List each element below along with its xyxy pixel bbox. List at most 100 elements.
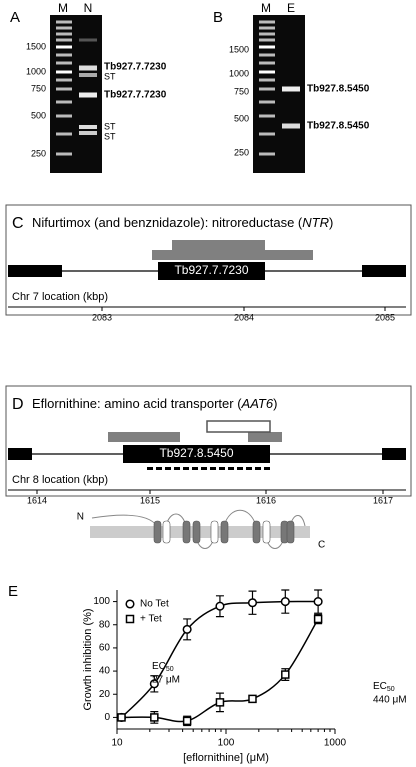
ladder-band — [259, 70, 275, 74]
ladder-band — [259, 152, 275, 156]
marker — [215, 698, 225, 707]
band-label: ST — [104, 131, 116, 141]
ladder-band — [259, 38, 275, 42]
ladder-band — [259, 53, 275, 57]
marker — [125, 599, 135, 609]
annotation-text: EC — [373, 681, 387, 692]
tick-label: 2083 — [92, 312, 112, 322]
ladder-band — [56, 53, 72, 57]
marker — [215, 601, 225, 611]
y-tick-label: 80 — [99, 619, 111, 630]
marker — [313, 597, 323, 607]
flank-gene — [8, 265, 62, 277]
annotation-sub: 50 — [387, 686, 395, 693]
marker — [248, 694, 257, 704]
title-text: ) — [329, 215, 333, 230]
ladder-label: 1500 — [229, 44, 249, 54]
ladder-label: 250 — [31, 148, 46, 158]
helix — [192, 520, 201, 544]
helix — [286, 520, 295, 544]
read-dash — [237, 467, 243, 470]
panel-label: E — [8, 583, 18, 600]
marker — [313, 614, 323, 624]
ladder-band — [259, 114, 275, 118]
x-tick-label: 100 — [218, 738, 235, 749]
ladder-label: 1000 — [229, 68, 249, 78]
annotation: EC50 — [152, 661, 174, 673]
helix — [252, 520, 261, 544]
y-tick-label: 100 — [93, 596, 110, 607]
read-dash — [228, 467, 234, 470]
marker — [247, 598, 258, 608]
terminus-label: C — [318, 540, 325, 551]
read-dash — [147, 467, 153, 470]
read-dash — [246, 467, 252, 470]
tick-label: 2085 — [375, 312, 395, 322]
ladder-band — [259, 45, 275, 49]
band-label: ST — [104, 71, 116, 81]
read-dash — [165, 467, 171, 470]
coverage-bar — [172, 240, 265, 250]
annotation: EC50 — [373, 681, 395, 693]
ladder-band — [56, 20, 72, 24]
coverage-bar — [248, 432, 282, 442]
flank-gene — [362, 265, 406, 277]
ladder-band — [56, 38, 72, 42]
lane-label: M — [261, 1, 271, 15]
tick-label: 1614 — [27, 495, 47, 505]
marker — [182, 716, 192, 726]
ladder-label: 500 — [31, 110, 46, 120]
terminus-label: N — [77, 512, 84, 523]
ladder-band — [259, 78, 275, 82]
ladder-band — [56, 32, 72, 36]
ladder-band — [259, 61, 275, 65]
x-axis-label: [eflornithine] (μM) — [183, 752, 269, 764]
marker — [117, 713, 126, 722]
ladder-band — [56, 61, 72, 65]
helix — [220, 520, 229, 544]
read-dash — [183, 467, 189, 470]
helix — [182, 520, 191, 544]
marker — [280, 597, 290, 607]
sample-band — [79, 73, 97, 77]
sample-band — [79, 92, 97, 98]
sample-band — [282, 86, 300, 92]
panel-label: B — [213, 9, 223, 26]
read-dash — [264, 467, 270, 470]
panel-title: Nifurtimox (and benznidazole): nitroredu… — [32, 215, 333, 230]
sample-band — [79, 131, 97, 135]
ladder-band — [56, 87, 72, 91]
read-dash — [255, 467, 261, 470]
band-label: Tb927.7.7230 — [104, 62, 167, 73]
panel-label: A — [10, 9, 20, 26]
read-dash — [219, 467, 225, 470]
annotation-sub: 50 — [166, 666, 174, 673]
lane-label: E — [287, 1, 295, 15]
annotation-value: 440 μM — [373, 695, 407, 706]
ladder-band — [259, 26, 275, 30]
helix — [262, 520, 271, 544]
loop — [91, 509, 306, 549]
ladder-label: 500 — [234, 113, 249, 123]
gene-symbol: NTR — [302, 215, 329, 230]
legend-label: No Tet — [140, 599, 169, 610]
coverage-box — [206, 420, 271, 433]
flank-gene — [8, 448, 32, 460]
sample-band — [282, 123, 300, 129]
read-dash — [192, 467, 198, 470]
coverage-bar — [108, 432, 180, 442]
ladder-band — [259, 87, 275, 91]
y-axis-label: Growth inhibition (%) — [82, 608, 94, 710]
read-dash — [201, 467, 207, 470]
gene-box — [158, 262, 265, 280]
tick-label: 1616 — [256, 495, 276, 505]
annotation-value: 27 μM — [152, 675, 180, 686]
marker — [182, 624, 192, 634]
ladder-band — [56, 152, 72, 156]
ladder-band — [56, 45, 72, 49]
ladder-label: 1500 — [26, 41, 46, 51]
read-dash — [156, 467, 162, 470]
ladder-band — [56, 100, 72, 104]
coverage-bar — [152, 250, 313, 260]
read-dash — [210, 467, 216, 470]
